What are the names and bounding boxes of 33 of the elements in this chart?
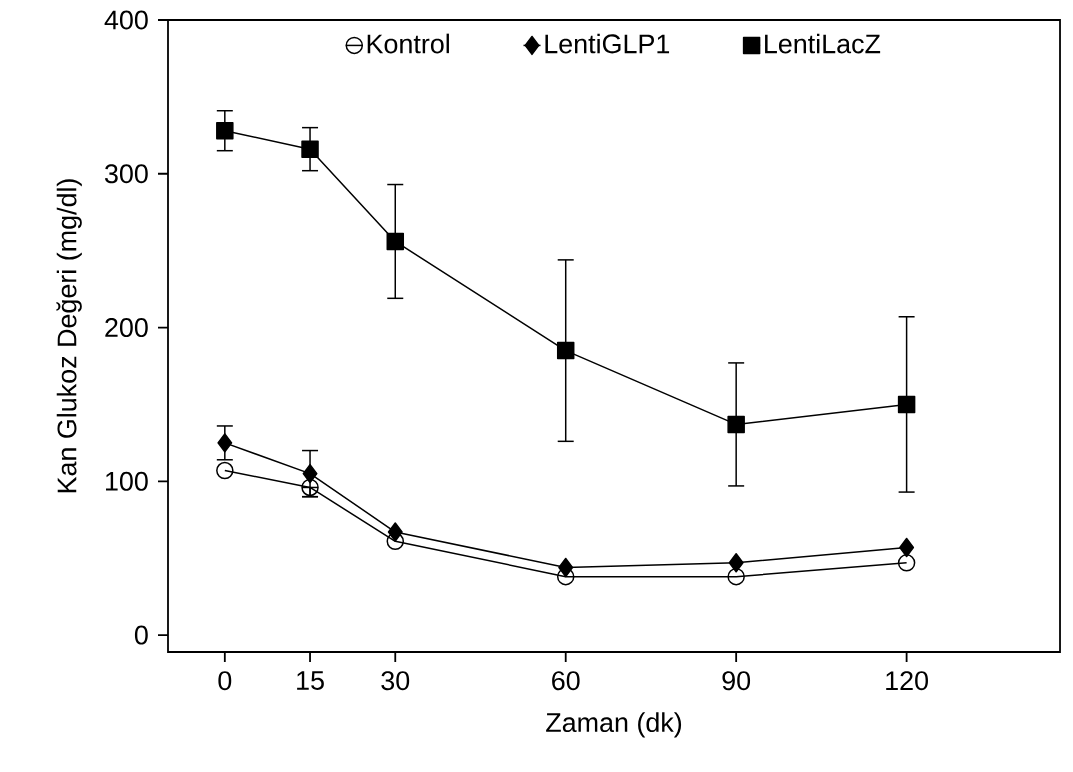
x-tick-label: 120 — [886, 671, 928, 691]
point — [216, 461, 234, 480]
x-tick-label: 0 — [218, 671, 232, 691]
x-axis-title: Zaman (dk) — [546, 712, 682, 738]
point — [899, 537, 915, 558]
point — [728, 553, 744, 573]
point — [897, 554, 916, 572]
y-tick-label: 100 — [106, 471, 148, 491]
point — [301, 478, 319, 497]
y-tick-label: 0 — [134, 625, 148, 645]
point — [216, 121, 234, 140]
point — [556, 341, 575, 360]
legend-label: LentiGLP1 — [545, 33, 670, 54]
point — [301, 140, 319, 158]
x-tick-label: 15 — [297, 671, 324, 690]
point — [302, 463, 318, 484]
y-axis-title: Kan Glukoz Değeri (mg/dl) — [56, 179, 82, 493]
point — [217, 433, 233, 453]
x-tick-label: 30 — [381, 671, 410, 691]
point — [386, 532, 405, 551]
point — [387, 522, 403, 542]
x-tick-label: 90 — [722, 671, 751, 691]
point — [727, 567, 745, 586]
y-tick-label: 200 — [105, 318, 148, 338]
point — [727, 415, 745, 434]
point — [897, 395, 916, 414]
legend-label: LentiLacZ — [765, 33, 881, 54]
x-tick-label: 60 — [552, 671, 580, 691]
y-tick-label: 400 — [104, 10, 148, 30]
point — [386, 232, 405, 251]
y-tick-label: 300 — [104, 164, 148, 184]
legend-label: Kontrol — [367, 33, 449, 54]
point — [558, 557, 574, 578]
